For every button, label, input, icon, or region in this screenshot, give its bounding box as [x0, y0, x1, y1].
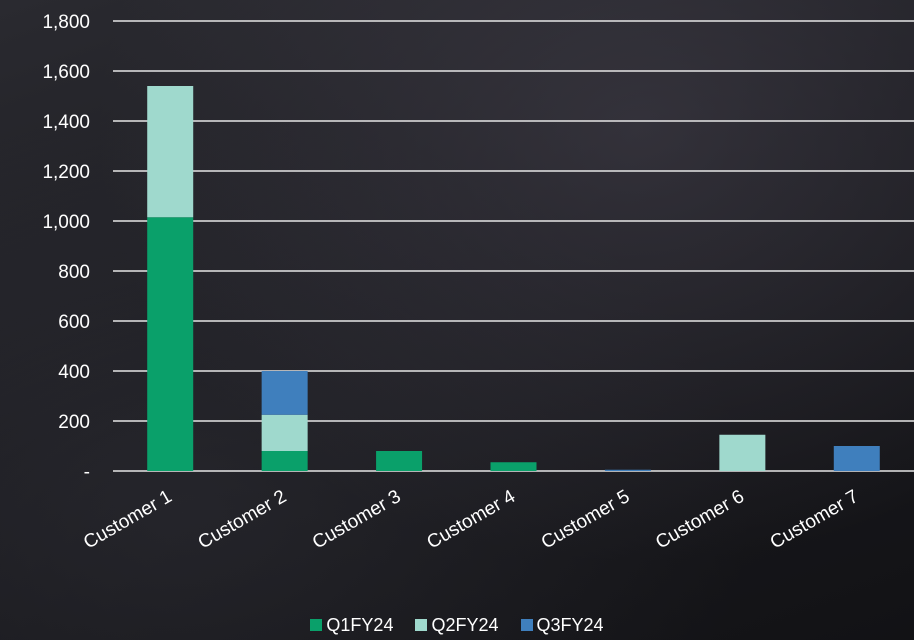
y-tick-label: 1,600: [42, 62, 90, 83]
x-tick-label: Customer 2: [195, 486, 291, 553]
y-tick-label: 1,200: [42, 162, 90, 183]
x-tick-label: Customer 5: [538, 486, 634, 553]
bar-segment-q3fy24[interactable]: [604, 469, 651, 471]
legend: Q1FY24 Q2FY24 Q3FY24: [0, 614, 914, 636]
y-tick-label: 1,400: [42, 112, 90, 133]
x-tick-label: Customer 6: [652, 486, 748, 553]
x-axis-tick-labels: Customer 1 Customer 2 Customer 3 Customer 4…: [80, 486, 862, 554]
x-tick-label: Customer 1: [80, 486, 176, 553]
bar-segment-q3fy24[interactable]: [261, 371, 308, 415]
y-tick-label: 1,000: [42, 212, 90, 233]
gridlines: [113, 20, 914, 472]
y-tick-label: 400: [58, 362, 90, 383]
legend-item-q2fy24[interactable]: Q2FY24: [415, 614, 499, 636]
legend-swatch-q3fy24: [520, 619, 533, 631]
y-axis-tick-labels: - 200 400 600 800 1,000 1,200 1,400 1,600 1,800: [42, 12, 90, 483]
y-tick-label: 1,800: [42, 12, 90, 33]
x-tick-label: Customer 7: [767, 486, 863, 553]
y-tick-label: -: [84, 462, 90, 483]
bar-segment-q1fy24[interactable]: [261, 451, 308, 471]
legend-swatch-q2fy24: [415, 619, 428, 631]
legend-swatch-q1fy24: [310, 619, 323, 631]
bar-segment-q2fy24[interactable]: [147, 86, 194, 218]
bar-segment-q3fy24[interactable]: [833, 446, 880, 471]
y-tick-label: 200: [58, 412, 90, 433]
legend-label-q1fy24: Q1FY24: [326, 615, 394, 635]
bar-segment-q2fy24[interactable]: [261, 414, 308, 451]
bar-segment-q2fy24[interactable]: [719, 434, 766, 471]
x-tick-label: Customer 4: [423, 486, 519, 554]
legend-label-q2fy24: Q2FY24: [431, 615, 499, 635]
x-tick-label: Customer 3: [309, 486, 405, 553]
bar-segment-q1fy24[interactable]: [147, 217, 194, 471]
y-tick-label: 600: [58, 312, 90, 333]
legend-item-q3fy24[interactable]: Q3FY24: [520, 614, 604, 636]
legend-label-q3fy24: Q3FY24: [536, 615, 604, 635]
bar-segment-q1fy24[interactable]: [376, 451, 423, 471]
bar-segment-q1fy24[interactable]: [490, 462, 537, 471]
bars: [147, 86, 880, 471]
stacked-bar-chart: - 200 400 600 800 1,000 1,200 1,400 1,600 1,800 C…: [42, 12, 914, 554]
y-tick-label: 800: [58, 262, 90, 283]
legend-item-q1fy24[interactable]: Q1FY24: [310, 614, 393, 636]
